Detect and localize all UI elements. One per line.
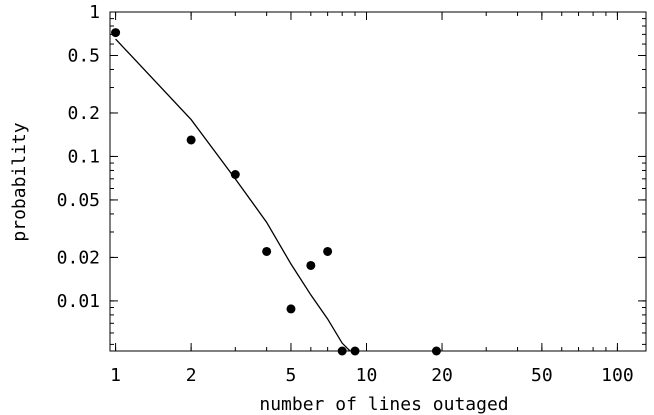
y-tick-label: 0.02 (57, 247, 100, 268)
data-point (350, 346, 360, 356)
y-axis-label: probability (9, 122, 30, 241)
y-tick-label: 0.05 (57, 190, 100, 211)
data-point (323, 246, 333, 256)
x-tick-label: 20 (431, 365, 453, 386)
y-tick-label: 0.5 (67, 45, 100, 66)
data-point (286, 304, 296, 314)
x-axis-label: number of lines outaged (259, 394, 508, 415)
data-point (337, 346, 347, 356)
y-tick-label: 0.01 (57, 291, 100, 312)
x-tick-label: 5 (286, 365, 297, 386)
plot-frame (109, 11, 647, 352)
data-point (431, 346, 441, 356)
x-tick-label: 100 (601, 365, 634, 386)
data-point (186, 135, 196, 145)
data-point (111, 28, 121, 38)
x-tick-label: 10 (356, 365, 378, 386)
minor-ticks (110, 11, 646, 351)
y-tick-label: 0.1 (67, 146, 100, 167)
fit-curve (115, 38, 351, 352)
y-tick-label: 1 (89, 2, 100, 23)
x-tick-label: 2 (186, 365, 197, 386)
y-tick-label: 0.2 (67, 103, 100, 124)
x-tick-label: 1 (110, 365, 121, 386)
data-point (306, 260, 316, 270)
tick-labels: 1 2 5 10 20 50 100 1 0.5 0.2 0.1 0.05 0.02 0.01 (57, 2, 634, 386)
series-layer (111, 28, 441, 356)
data-point (262, 246, 272, 256)
x-tick-label: 50 (531, 365, 553, 386)
major-ticks (110, 11, 646, 351)
